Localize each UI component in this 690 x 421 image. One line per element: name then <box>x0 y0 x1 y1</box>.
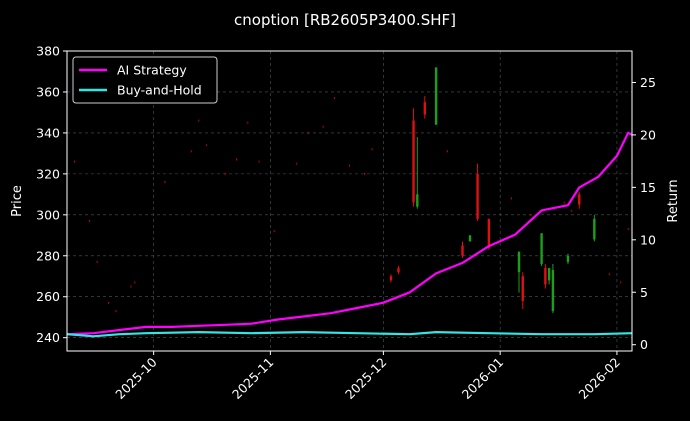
candle-body <box>461 245 464 256</box>
left-tick-label: 320 <box>36 166 60 181</box>
left-tick-label: 380 <box>36 44 60 59</box>
candle-body <box>551 270 555 312</box>
right-tick-label: 15 <box>640 180 656 195</box>
right-tick-label: 0 <box>640 337 648 352</box>
candle-body <box>521 276 524 301</box>
right-tick-label: 10 <box>640 232 656 247</box>
candle-body <box>476 173 479 219</box>
candle-body <box>544 268 547 285</box>
chart-title: cnoption [RB2605P3400.SHF] <box>234 11 456 29</box>
candle-body <box>593 218 596 240</box>
candle-body <box>412 120 415 203</box>
candle-body <box>517 251 521 273</box>
candle-body <box>397 268 400 273</box>
buy-and-hold-line <box>66 331 633 338</box>
candle-body <box>434 67 438 125</box>
right-tick-label: 20 <box>640 127 656 142</box>
y-axis-label-right: Return <box>666 179 681 222</box>
series-lines <box>66 131 633 338</box>
candle-body <box>487 218 491 248</box>
candle-body <box>578 194 581 205</box>
candle-body <box>423 102 427 115</box>
candle-body <box>566 255 570 262</box>
ai-strategy-line <box>66 131 633 336</box>
left-tick-label: 260 <box>36 289 60 304</box>
left-tick-label: 280 <box>36 248 60 263</box>
left-tick-label: 300 <box>36 207 60 222</box>
candle-body <box>540 233 543 264</box>
right-tick-label: 25 <box>640 75 656 90</box>
legend-label-buy-and-hold: Buy-and-Hold <box>117 83 202 98</box>
y-axis-label-left: Price <box>10 185 25 217</box>
legend: AI Strategy Buy-and-Hold <box>72 56 218 104</box>
left-tick-label: 340 <box>36 125 60 140</box>
candles <box>389 67 596 314</box>
legend-label-ai-strategy: AI Strategy <box>117 63 187 78</box>
left-tick-label: 360 <box>36 84 60 99</box>
plot-frame <box>66 50 633 352</box>
left-axis: 240 260 280 300 320 340 360 380 <box>36 44 67 345</box>
candle-body <box>468 235 472 242</box>
left-tick-label: 240 <box>36 330 60 345</box>
candle-body <box>416 194 419 207</box>
candle-body <box>389 276 393 281</box>
right-tick-label: 5 <box>640 285 648 300</box>
right-axis: 0 5 10 15 20 25 <box>632 75 656 352</box>
legend-box <box>72 56 218 104</box>
candle-body <box>547 268 551 281</box>
noise-marks <box>74 97 629 313</box>
